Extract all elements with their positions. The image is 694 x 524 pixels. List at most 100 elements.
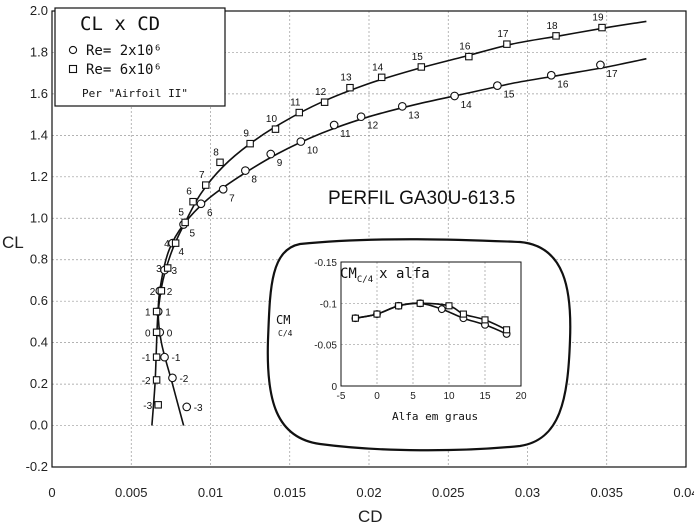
legend-entry-re2: Re= 2x10⁶: [86, 43, 162, 59]
point-label-re6: 16: [459, 42, 471, 53]
profile-annotation: PERFIL GA30U-613.5: [328, 188, 515, 209]
point-label-re6: 7: [199, 170, 205, 181]
x-tick-label: 0.04: [673, 485, 694, 500]
y-tick-label: -0.2: [26, 459, 48, 474]
point-re6: [171, 239, 180, 247]
y-tick-label: 1.6: [30, 86, 48, 101]
inset-title: CMC/4 x alfa: [340, 266, 430, 285]
inset-point-re6: [445, 302, 453, 310]
point-label-re2: 1: [165, 308, 171, 319]
inset-x-tick-label: 15: [479, 391, 491, 402]
legend-box: [54, 7, 226, 107]
point-re6: [271, 125, 280, 133]
legend-note: Per "Airfoil II": [82, 87, 188, 100]
point-re6: [417, 63, 426, 71]
point-label-re6: -2: [142, 376, 151, 387]
point-re6: [503, 40, 511, 48]
inset-x-label: Alfa em graus: [392, 410, 478, 423]
inset-title-sub: C/4: [357, 275, 373, 285]
inset-x-tick-label: -5: [337, 391, 346, 402]
point-label-re2: 15: [503, 90, 515, 101]
point-re6: [154, 401, 162, 409]
x-tick-label: 0.015: [273, 485, 306, 500]
point-label-re2: 16: [557, 79, 569, 90]
point-label-re6: 9: [243, 129, 249, 140]
point-label-re6: 14: [372, 62, 384, 73]
point-re6: [152, 307, 161, 316]
point-re6: [246, 139, 254, 148]
inset-tick-labels: -5 0 5 10 15 20-0.15-0.1-0.050: [314, 258, 527, 402]
y-tick-label: 0.0: [30, 418, 48, 433]
point-label-re2: 8: [251, 175, 257, 186]
point-re6: [465, 52, 473, 61]
point-label-re2: 13: [408, 110, 420, 121]
x-tick-label: 0.035: [590, 485, 623, 500]
point-label-re6: 12: [315, 87, 327, 98]
y-tick-label: 0.6: [30, 293, 48, 308]
x-tick-label: 0: [48, 485, 55, 500]
point-re6: [189, 197, 197, 206]
point-re6: [320, 98, 329, 106]
inset-y-tick-label: 0: [331, 382, 337, 393]
main-tick-labels: 00.0050.010.0150.020.0250.030.0350.04-0.…: [26, 3, 694, 500]
legend-marker-square: [68, 64, 78, 74]
point-label-re2: -1: [172, 353, 181, 364]
y-tick-label: 1.4: [30, 127, 48, 142]
point-re2: [397, 101, 407, 111]
point-label-re6: 6: [186, 187, 192, 198]
point-label-re6: 18: [546, 21, 558, 32]
legend-marker-circle: [68, 45, 78, 55]
inset-x-tick-label: 10: [443, 391, 455, 402]
y-tick-label: 1.8: [30, 44, 48, 59]
point-label-re6: 15: [412, 52, 424, 63]
point-re6: [552, 32, 560, 40]
point-label-re6: 17: [497, 29, 509, 40]
point-label-re2: 4: [178, 247, 184, 258]
point-re2: [241, 166, 250, 175]
inset-point-re6: [503, 326, 511, 334]
y-tick-label: 0.2: [30, 376, 48, 391]
inset-y-label-main: CM: [276, 313, 290, 327]
point-label-re2: 3: [172, 266, 178, 277]
point-re2: [450, 91, 459, 101]
point-label-re6: 10: [266, 114, 278, 125]
inset-point-re6: [459, 310, 467, 318]
x-tick-label: 0.02: [356, 485, 381, 500]
point-re6: [157, 287, 166, 295]
x-tick-label: 0.03: [515, 485, 540, 500]
point-label-re6: -3: [143, 401, 152, 412]
point-label-re2: 10: [307, 146, 319, 157]
inset-point-re6: [416, 299, 424, 307]
point-re6: [181, 218, 189, 227]
point-label-re2: 14: [461, 100, 473, 111]
point-re2: [596, 60, 605, 70]
inset-frame-axes: [340, 261, 522, 387]
inset-point-re6: [373, 310, 381, 318]
inset-title-main: CM: [340, 266, 357, 282]
point-label-re6: 5: [178, 207, 184, 218]
point-re2: [546, 70, 556, 80]
point-re2: [196, 199, 206, 209]
y-axis-label: CL: [2, 233, 24, 252]
legend-title: CL x CD: [80, 13, 160, 35]
point-label-re2: -3: [194, 403, 203, 414]
inset-x-tick-label: 0: [374, 391, 380, 402]
y-tick-label: 2.0: [30, 3, 48, 18]
point-label-re2: 17: [606, 69, 618, 80]
point-label-re6: -1: [142, 353, 151, 364]
point-re2: [296, 137, 306, 146]
legend-entry-re6: Re= 6x10⁶: [86, 62, 162, 78]
point-label-re2: 9: [277, 158, 283, 169]
inset-y-label: CM C/4: [276, 313, 293, 338]
inset-frame: [266, 238, 572, 452]
point-label-re6: 4: [164, 239, 170, 250]
plot-frame: [51, 10, 687, 468]
point-label-re6: 0: [145, 328, 151, 339]
point-label-re6: 11: [290, 98, 301, 109]
inset-point-re6: [481, 316, 489, 324]
y-tick-label: 0.4: [30, 335, 48, 350]
point-re6: [216, 158, 224, 167]
point-label-re2: -2: [179, 374, 188, 385]
x-tick-label: 0.005: [115, 485, 148, 500]
y-tick-label: 1.2: [30, 169, 48, 184]
